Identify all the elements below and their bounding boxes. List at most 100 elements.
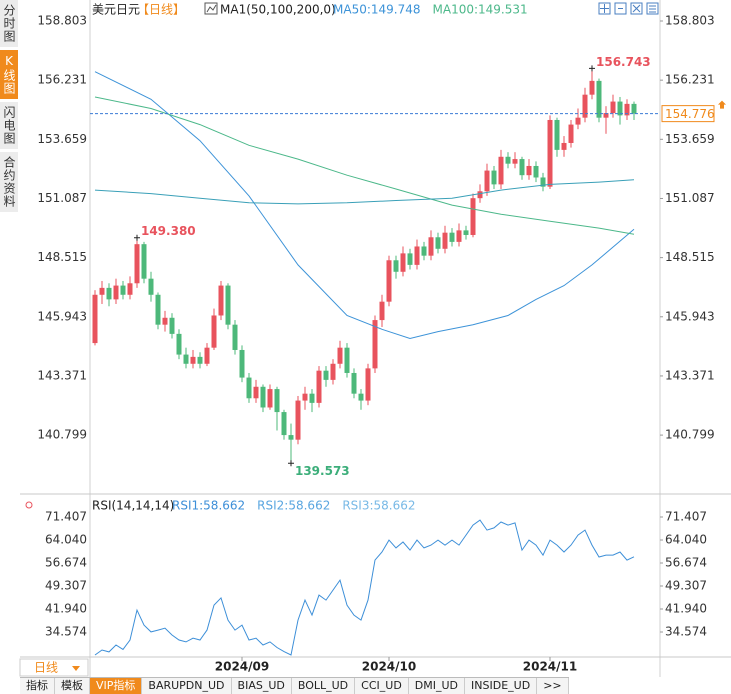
candle-body [169,317,175,334]
candle-body [407,253,413,265]
rsi-title: RSI(14,14,14) [92,499,174,513]
candle-body [582,94,588,118]
line-series [94,519,635,656]
indicator-icon [206,4,217,13]
candle-body [540,177,546,187]
y-tick-label: 56.674 [665,555,707,569]
side-tab[interactable]: 闪电图 [0,102,18,149]
tab[interactable]: 模板 [55,678,90,694]
candle-body [456,230,462,242]
extreme-marker [287,460,294,467]
candle-body [330,363,336,380]
candle-body [134,244,140,284]
candle-body [281,412,287,436]
candle-body [295,400,301,440]
candle-body [498,156,504,185]
candle-body [449,232,455,242]
candle-body [260,386,266,408]
side-tab[interactable]: 合约资料 [0,152,18,212]
candle-body [477,191,483,199]
candle-body [386,260,392,302]
candle-body [631,103,637,114]
period-selector[interactable] [19,658,89,677]
y-tick-label: 153.659 [665,132,715,146]
y-tick-label: 156.231 [37,73,87,87]
candle-body [246,377,252,399]
candle-body [372,320,378,369]
candle-body [421,246,427,256]
y-tick-label: 71.407 [665,509,707,523]
line-series [94,96,635,235]
candle-body [218,285,224,316]
y-tick-label: 49.307 [45,579,87,593]
x-tick-label: 2024/10 [362,660,416,674]
candle-body [204,347,210,364]
candle-body [141,244,147,279]
line-series [94,71,635,340]
candle-body [351,372,357,394]
legend-entry: RSI1:58.662 [172,499,245,513]
indicator-tabs: 指标 模板 VIP指标 BARUPDN_UD BIAS_UD BOLL_UD CCI_UD D… [20,677,569,694]
y-tick-label: 151.087 [37,191,87,205]
tab[interactable]: VIP指标 [90,678,143,694]
side-tab[interactable]: K线图 [0,50,18,99]
tab[interactable]: DMI_UD [408,678,466,694]
tab[interactable]: CCI_UD [355,678,409,694]
candle-body [274,389,280,413]
y-tick-label: 34.574 [665,625,707,639]
candle-body [337,347,343,364]
extreme-marker [589,65,596,72]
line-series [94,179,635,205]
tab[interactable]: >> [537,678,569,694]
rsi-icon[interactable] [25,501,33,509]
period-label: 【日线】 [137,3,185,17]
candle-body [358,393,364,401]
candle-body [491,170,497,185]
legend-entry: MA100:149.531 [433,3,528,17]
candle-body [505,156,511,164]
candle-body [365,368,371,401]
y-tick-label: 140.799 [665,428,715,442]
period-selector-label: 日线 [34,661,58,675]
y-tick-label: 145.943 [37,309,87,323]
y-tick-label: 64.040 [45,532,87,546]
tab[interactable]: BARUPDN_UD [142,678,232,694]
candle-body [253,386,259,399]
candle-body [617,101,623,116]
candle-body [379,301,385,321]
y-tick-label: 56.674 [45,555,87,569]
legend-entry: RSI3:58.662 [342,499,415,513]
candle-body [596,80,602,118]
candle-body [414,246,420,265]
tab[interactable]: INSIDE_UD [465,678,538,694]
legend-entry: RSI2:58.662 [257,499,330,513]
candle-body [120,285,126,295]
candle-body [603,113,609,118]
tab[interactable]: BOLL_UD [291,678,356,694]
y-tick-label: 49.307 [665,579,707,593]
candle-body [554,119,560,150]
candle-body [470,198,476,235]
tab[interactable]: BIAS_UD [231,678,292,694]
candle-body [435,237,441,249]
y-tick-label: 34.574 [45,625,87,639]
indicator-icon[interactable] [204,2,218,15]
y-tick-label: 156.231 [665,73,715,87]
candle-body [610,101,616,114]
tab[interactable]: 指标 [20,678,55,694]
candle-body [624,103,630,116]
candle-body [162,317,168,325]
candle-body [442,232,448,249]
side-tab[interactable]: 分时图 [0,0,18,47]
symbol-title: 美元日元 [92,3,140,17]
y-tick-label: 41.940 [665,602,707,616]
toolbar-icons[interactable] [598,2,659,15]
y-tick-label: 143.371 [37,368,87,382]
extreme-marker [133,234,140,241]
y-tick-label: 140.799 [37,428,87,442]
candle-body [547,119,553,187]
candle-body [211,315,217,348]
y-tick-label: 148.515 [665,250,715,264]
candle-body [113,285,119,300]
